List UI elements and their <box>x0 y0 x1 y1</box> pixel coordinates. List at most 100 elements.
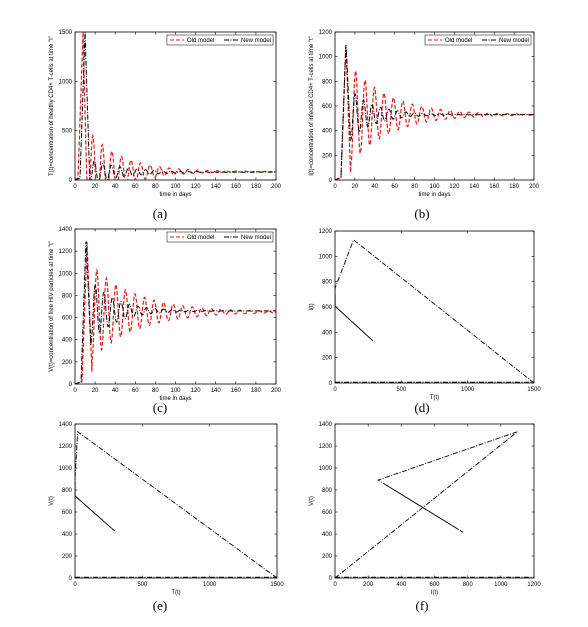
x-axis-label: T(t) <box>430 395 439 401</box>
x-tick-label: 180 <box>509 184 520 190</box>
x-axis-label: time in days <box>418 192 450 198</box>
plot-area <box>335 44 534 180</box>
phase-trajectory <box>335 431 518 578</box>
y-tick-label: 800 <box>62 488 73 494</box>
x-tick-label: 80 <box>152 184 159 190</box>
phase-trajectory <box>75 430 277 578</box>
x-tick-label: 180 <box>251 184 262 190</box>
y-tick-label: 1200 <box>59 444 73 450</box>
y-tick-label: 0 <box>329 576 333 582</box>
x-tick-label: 1500 <box>527 387 541 393</box>
y-tick-label: 200 <box>62 360 73 366</box>
x-tick-label: 0 <box>333 387 337 393</box>
x-tick-label: 1000 <box>494 582 508 588</box>
legend: Old model New model <box>424 34 532 46</box>
series-line-new-model <box>335 44 534 180</box>
x-tick-label: 140 <box>211 184 222 190</box>
plot-area <box>75 32 276 180</box>
plot-area <box>335 239 534 383</box>
x-tick-label: 1200 <box>527 582 541 588</box>
y-tick-label: 0 <box>329 381 333 387</box>
legend-entry: Old model <box>187 38 214 44</box>
y-tick-label: 400 <box>322 129 333 135</box>
y-tick-label: 1400 <box>59 422 73 428</box>
x-tick-label: 160 <box>231 388 242 394</box>
x-tick-label: 40 <box>112 184 119 190</box>
panel-caption: (f) <box>416 598 429 613</box>
y-tick-label: 1000 <box>59 79 73 85</box>
y-tick-label: 400 <box>62 338 73 344</box>
y-tick-label: 600 <box>322 305 333 311</box>
panel-caption: (d) <box>414 400 429 415</box>
x-tick-label: 120 <box>449 184 460 190</box>
x-tick-label: 60 <box>391 184 398 190</box>
x-tick-label: 60 <box>132 388 139 394</box>
x-tick-label: 0 <box>333 582 337 588</box>
x-tick-label: 120 <box>191 184 202 190</box>
legend-box <box>166 231 274 243</box>
x-tick-label: 20 <box>92 388 99 394</box>
y-tick-label: 1000 <box>319 55 333 61</box>
x-axis-label: time in days <box>159 192 191 198</box>
axes-box <box>74 31 277 181</box>
panel-caption: (e) <box>153 598 167 613</box>
x-tick-label: 200 <box>363 582 374 588</box>
legend: Old model New model <box>166 231 274 243</box>
x-tick-label: 1000 <box>461 387 475 393</box>
x-tick-label: 1500 <box>270 582 284 588</box>
x-tick-label: 200 <box>271 184 282 190</box>
x-tick-label: 800 <box>463 582 474 588</box>
y-tick-label: 800 <box>322 79 333 85</box>
y-tick-label: 1000 <box>59 271 73 277</box>
legend-entry: New model <box>241 38 271 44</box>
y-tick-label: 1400 <box>319 422 333 428</box>
panel-caption: (a) <box>153 206 167 221</box>
x-tick-label: 140 <box>469 184 480 190</box>
x-tick-label: 160 <box>231 184 242 190</box>
y-tick-label: 1200 <box>59 249 73 255</box>
series-line-old-model <box>75 242 276 384</box>
legend-entry: Old model <box>445 38 472 44</box>
y-tick-label: 400 <box>62 532 73 538</box>
series-line-old-model <box>75 32 276 180</box>
x-tick-label: 200 <box>271 388 282 394</box>
x-tick-label: 80 <box>411 184 418 190</box>
y-tick-label: 1000 <box>59 466 73 472</box>
series-line-old-model <box>335 48 534 180</box>
plot-area <box>75 241 276 384</box>
y-tick-label: 800 <box>62 293 73 299</box>
axes-box <box>74 228 277 385</box>
y-tick-label: 600 <box>322 510 333 516</box>
legend-entry: Old model <box>187 235 214 241</box>
series-line-new-model <box>75 32 276 180</box>
x-axis-label: time in days <box>159 396 191 402</box>
x-tick-label: 140 <box>211 388 222 394</box>
x-tick-label: 20 <box>92 184 99 190</box>
y-tick-label: 0 <box>329 178 333 184</box>
y-tick-label: 600 <box>62 316 73 322</box>
y-axis-label: T(t)=concentration of healthy CD4+ T-cel… <box>49 36 55 176</box>
y-tick-label: 200 <box>322 356 333 362</box>
y-tick-label: 600 <box>322 104 333 110</box>
y-tick-label: 500 <box>62 129 73 135</box>
y-axis-label: V(t) <box>309 496 315 506</box>
x-tick-label: 40 <box>371 184 378 190</box>
y-tick-label: 200 <box>322 554 333 560</box>
y-tick-label: 1200 <box>319 30 333 36</box>
x-tick-label: 80 <box>152 388 159 394</box>
y-tick-label: 0 <box>69 576 73 582</box>
x-tick-label: 1000 <box>203 582 217 588</box>
axes-box <box>334 31 535 181</box>
y-tick-label: 800 <box>322 488 333 494</box>
y-axis-label: V(t)=concentration of free HIV particles… <box>49 241 55 372</box>
axes-box <box>74 423 278 579</box>
x-tick-label: 20 <box>352 184 359 190</box>
y-tick-label: 1200 <box>319 444 333 450</box>
x-tick-label: 0 <box>73 388 77 394</box>
x-tick-label: 100 <box>170 184 181 190</box>
phase-trajectory <box>335 239 534 383</box>
x-tick-label: 200 <box>529 184 540 190</box>
legend: Old model New model <box>166 34 274 46</box>
series-line-new-model <box>75 241 276 384</box>
